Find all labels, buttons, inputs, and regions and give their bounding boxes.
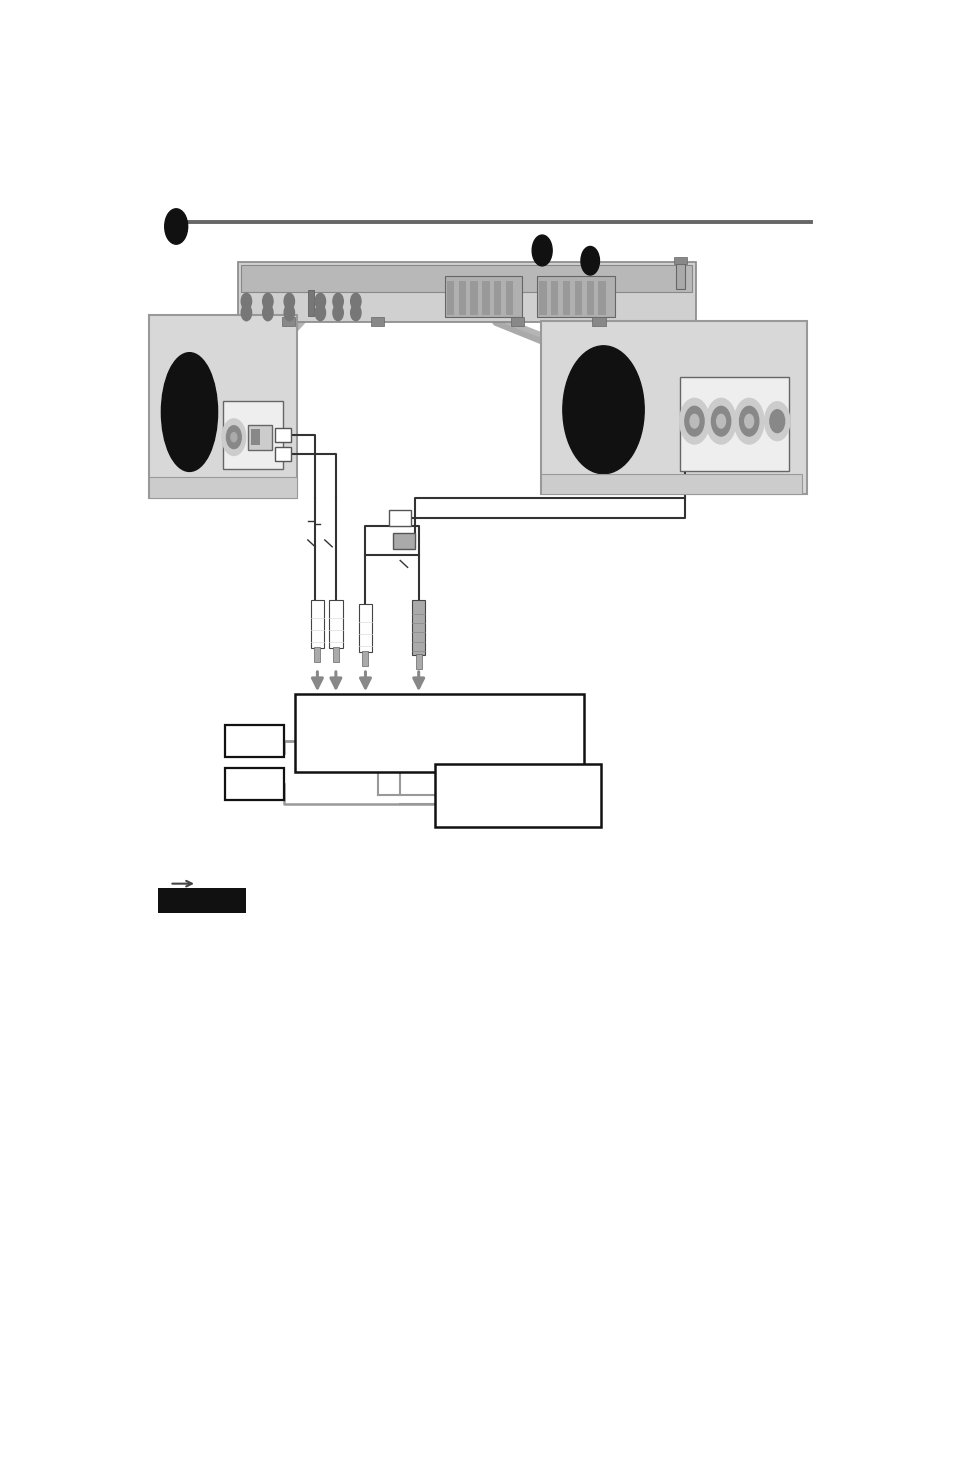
Bar	[435, 764, 600, 826]
Bar	[416, 654, 421, 669]
Circle shape	[689, 414, 699, 429]
Bar	[225, 768, 284, 801]
Circle shape	[716, 414, 724, 429]
Circle shape	[262, 304, 273, 320]
Circle shape	[764, 402, 789, 440]
Circle shape	[684, 406, 703, 436]
Bar	[333, 647, 338, 661]
Circle shape	[284, 294, 294, 310]
Circle shape	[314, 304, 325, 320]
Circle shape	[351, 304, 360, 320]
Bar	[574, 280, 581, 314]
Bar	[237, 262, 696, 322]
Bar	[389, 510, 411, 526]
Bar	[248, 424, 272, 449]
Bar	[458, 280, 465, 314]
Bar	[540, 473, 801, 494]
Bar	[282, 317, 294, 326]
Bar	[158, 888, 246, 914]
Circle shape	[351, 294, 360, 310]
Bar	[308, 289, 314, 316]
Bar	[511, 317, 524, 326]
Ellipse shape	[161, 353, 217, 472]
Bar	[592, 317, 605, 326]
Circle shape	[532, 236, 552, 265]
Circle shape	[222, 418, 246, 455]
Circle shape	[231, 433, 236, 442]
Bar	[274, 448, 291, 461]
Bar	[370, 317, 383, 326]
Bar	[362, 651, 368, 666]
Bar	[251, 429, 259, 445]
Bar	[679, 377, 788, 472]
Bar	[149, 314, 296, 498]
Bar	[676, 264, 684, 289]
Bar	[537, 276, 614, 317]
Circle shape	[262, 294, 273, 310]
Bar	[470, 280, 477, 314]
Circle shape	[580, 246, 598, 274]
Circle shape	[769, 409, 783, 433]
Bar	[551, 280, 558, 314]
Bar	[241, 265, 692, 292]
Bar	[311, 601, 324, 648]
Circle shape	[241, 304, 252, 320]
Bar	[294, 694, 583, 771]
Bar	[444, 276, 521, 317]
Bar	[673, 257, 686, 264]
Bar	[222, 400, 283, 469]
Bar	[505, 280, 513, 314]
Circle shape	[165, 209, 188, 245]
Circle shape	[241, 294, 252, 310]
Bar	[446, 280, 454, 314]
Bar	[358, 604, 372, 653]
Circle shape	[314, 294, 325, 310]
Bar	[225, 725, 284, 756]
Circle shape	[705, 399, 735, 443]
Circle shape	[739, 406, 758, 436]
Circle shape	[744, 414, 753, 429]
Circle shape	[333, 304, 343, 320]
Bar	[482, 280, 489, 314]
Circle shape	[333, 294, 343, 310]
Circle shape	[679, 399, 708, 443]
Circle shape	[711, 406, 730, 436]
Circle shape	[226, 426, 241, 448]
Bar	[149, 478, 296, 498]
Circle shape	[284, 304, 294, 320]
Bar	[329, 601, 342, 648]
Circle shape	[734, 399, 763, 443]
Bar	[393, 532, 415, 549]
Bar	[540, 320, 806, 494]
Bar	[538, 280, 546, 314]
Bar	[274, 429, 291, 442]
Bar	[598, 280, 605, 314]
Bar	[562, 280, 570, 314]
Bar	[494, 280, 501, 314]
Bar	[586, 280, 594, 314]
Ellipse shape	[562, 346, 643, 473]
Bar	[314, 647, 320, 661]
Bar	[412, 601, 425, 655]
